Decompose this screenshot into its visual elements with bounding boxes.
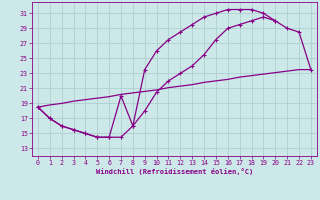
- X-axis label: Windchill (Refroidissement éolien,°C): Windchill (Refroidissement éolien,°C): [96, 168, 253, 175]
